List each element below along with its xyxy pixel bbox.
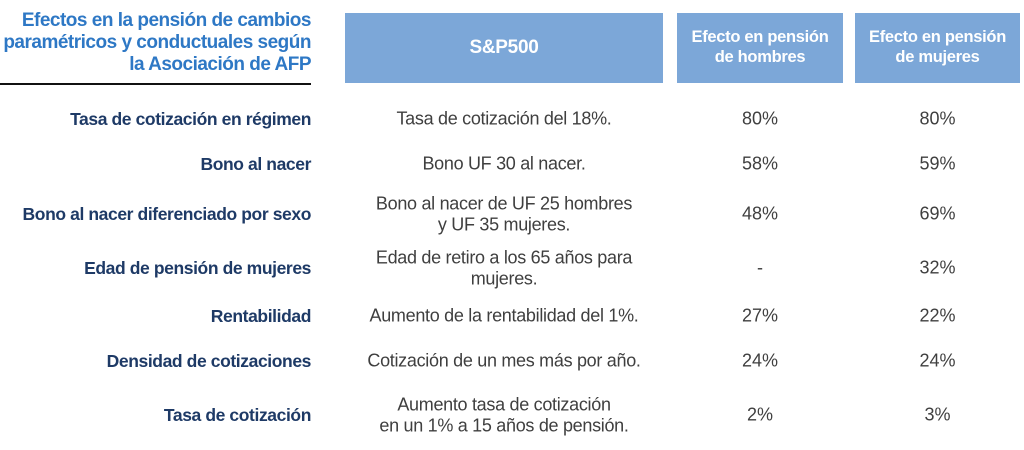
table-row: Rentabilidad Aumento de la rentabilidad … — [0, 294, 1024, 338]
row-value-mujeres: 24% — [919, 350, 956, 371]
row-description: Cotización de un mes más por año. — [367, 350, 641, 371]
table-row: Tasa de cotización en régimen Tasa de co… — [0, 96, 1024, 142]
row-label: Edad de pensión de mujeres — [84, 257, 311, 278]
row-value-hombres: 48% — [741, 203, 779, 224]
row-value-hombres: 58% — [741, 153, 779, 174]
column-header-mujeres: Efecto en pensión de mujeres — [855, 13, 1020, 83]
row-value-mujeres: 3% — [924, 404, 951, 425]
table-title-line-1: Efectos en la pensión de cambios — [21, 10, 312, 31]
table-row: Edad de pensión de mujeres Edad de retir… — [0, 242, 1024, 294]
row-description: Bono al nacer de UF 25 hombres y UF 35 m… — [375, 193, 633, 234]
table-row: Bono al nacer diferenciado por sexo Bono… — [0, 186, 1024, 242]
row-value-mujeres: 59% — [919, 153, 956, 174]
row-label: Densidad de cotizaciones — [106, 350, 312, 371]
table-row: Tasa de cotización Aumento tasa de cotiz… — [0, 384, 1024, 446]
row-description: Tasa de cotización del 18%. — [396, 108, 612, 129]
table-title: Efectos en la pensión de cambios paramét… — [0, 10, 312, 86]
row-value-hombres: 80% — [741, 108, 779, 129]
row-label: Tasa de cotización en régimen — [70, 108, 311, 129]
table-body: Tasa de cotización en régimen Tasa de co… — [0, 96, 1024, 446]
row-label: Bono al nacer — [200, 153, 311, 174]
row-description: Aumento de la rentabilidad del 1%. — [369, 305, 639, 326]
row-value-hombres: - — [757, 257, 763, 278]
table-row: Densidad de cotizaciones Cotización de u… — [0, 338, 1024, 384]
column-header-sp500: S&P500 — [345, 13, 663, 83]
row-label: Bono al nacer diferenciado por sexo — [22, 203, 312, 224]
row-value-mujeres: 69% — [919, 203, 956, 224]
row-value-hombres: 27% — [741, 305, 779, 326]
row-description: Bono UF 30 al nacer. — [422, 153, 586, 174]
row-description: Aumento tasa de cotización en un 1% a 15… — [379, 394, 629, 435]
table-title-line-3: la Asociación de AFP — [129, 54, 311, 76]
row-value-mujeres: 32% — [919, 257, 956, 278]
row-label: Rentabilidad — [210, 305, 312, 326]
column-header-hombres: Efecto en pensión de hombres — [677, 13, 843, 83]
row-value-hombres: 2% — [746, 404, 773, 425]
table-row: Bono al nacer Bono UF 30 al nacer. 58% 5… — [0, 142, 1024, 186]
row-value-mujeres: 22% — [919, 305, 956, 326]
row-description: Edad de retiro a los 65 años para mujere… — [375, 247, 633, 288]
row-label: Tasa de cotización — [163, 404, 312, 425]
table-title-line-2: paramétricos y conductuales según — [3, 32, 311, 54]
row-value-mujeres: 80% — [919, 108, 956, 129]
row-value-hombres: 24% — [741, 350, 779, 371]
